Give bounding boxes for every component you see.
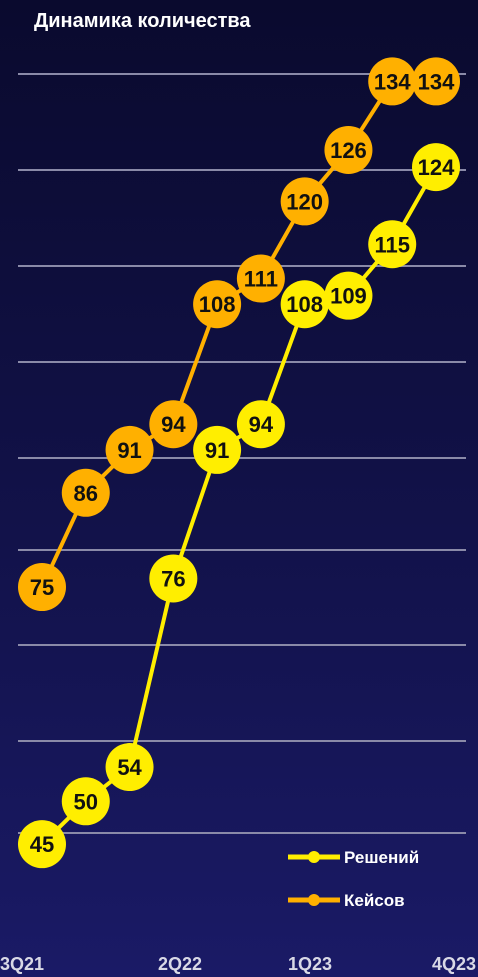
data-point-marker <box>280 280 329 329</box>
data-point-marker <box>368 220 417 269</box>
series-points: 75 86 91 94 108 111 120 126 134 134 45 50 54 76 91 94 10… <box>18 57 460 869</box>
legend-marker <box>308 894 320 906</box>
series-lines <box>40 79 438 846</box>
data-point: 91 <box>193 425 242 474</box>
data-label: 134 <box>374 69 411 94</box>
data-point: 76 <box>149 554 198 603</box>
data-point-marker <box>18 563 66 612</box>
data-point: 111 <box>236 254 285 303</box>
series-line-keysov <box>40 79 436 588</box>
data-point: 91 <box>105 425 154 474</box>
data-point: 115 <box>368 220 417 269</box>
data-label: 94 <box>249 412 274 437</box>
data-label: 45 <box>30 832 54 857</box>
data-point: 86 <box>61 468 110 517</box>
data-point: 54 <box>105 743 154 792</box>
data-point-marker <box>280 177 329 226</box>
chart-title: Динамика количества <box>34 10 251 32</box>
data-label: 76 <box>161 566 185 591</box>
data-label: 108 <box>286 292 323 317</box>
data-label: 94 <box>161 412 186 437</box>
data-point-marker <box>236 254 285 303</box>
x-axis-ticks: 3Q21 2Q22 1Q23 4Q23 <box>0 954 476 974</box>
data-point: 124 <box>412 143 460 192</box>
data-point: 94 <box>236 400 285 449</box>
data-point-marker <box>324 271 373 320</box>
data-point-marker <box>149 554 198 603</box>
data-point: 50 <box>61 777 110 826</box>
data-label: 108 <box>199 292 236 317</box>
data-point: 45 <box>18 820 66 869</box>
legend-item: Кейсов <box>288 891 405 910</box>
data-point-marker <box>193 425 242 474</box>
data-point-marker <box>105 425 154 474</box>
data-point-marker <box>105 743 154 792</box>
data-label: 91 <box>205 438 229 463</box>
data-label: 50 <box>74 789 98 814</box>
grid-lines <box>18 73 466 834</box>
data-label: 111 <box>244 267 278 292</box>
data-label: 91 <box>117 438 141 463</box>
x-tick-label: 4Q23 <box>432 954 476 974</box>
data-label: 120 <box>286 189 323 214</box>
series-line-resheniy <box>40 166 438 846</box>
data-point-marker <box>368 57 417 106</box>
data-point-marker <box>61 777 110 826</box>
data-point-marker <box>193 280 242 329</box>
data-point: 75 <box>18 563 66 612</box>
data-point: 134 <box>412 57 460 106</box>
data-label: 86 <box>74 481 98 506</box>
data-point: 109 <box>324 271 373 320</box>
data-point-marker <box>324 125 373 174</box>
data-point: 108 <box>193 280 242 329</box>
data-point-marker <box>149 400 198 449</box>
legend: Решений Кейсов <box>288 848 419 910</box>
x-tick-label: 3Q21 <box>0 954 44 974</box>
data-point-marker <box>412 57 460 106</box>
data-label: 109 <box>330 284 367 309</box>
data-point: 108 <box>280 280 329 329</box>
x-tick-label: 2Q22 <box>158 954 202 974</box>
data-point-marker <box>18 820 66 869</box>
x-tick-label: 1Q23 <box>288 954 332 974</box>
legend-label: Решений <box>344 848 419 867</box>
data-label: 126 <box>330 138 367 163</box>
data-label: 124 <box>418 155 455 180</box>
data-label: 115 <box>374 232 410 257</box>
legend-label: Кейсов <box>344 891 405 910</box>
data-label: 134 <box>418 69 455 94</box>
legend-marker <box>308 851 320 863</box>
data-label: 75 <box>30 575 54 600</box>
data-point: 120 <box>280 177 329 226</box>
data-point-marker <box>236 400 285 449</box>
data-point: 94 <box>149 400 198 449</box>
data-label: 54 <box>117 755 142 780</box>
data-point: 126 <box>324 125 373 174</box>
data-point-marker <box>412 143 460 192</box>
data-point-marker <box>61 468 110 517</box>
data-point: 134 <box>368 57 417 106</box>
legend-item: Решений <box>288 848 419 867</box>
